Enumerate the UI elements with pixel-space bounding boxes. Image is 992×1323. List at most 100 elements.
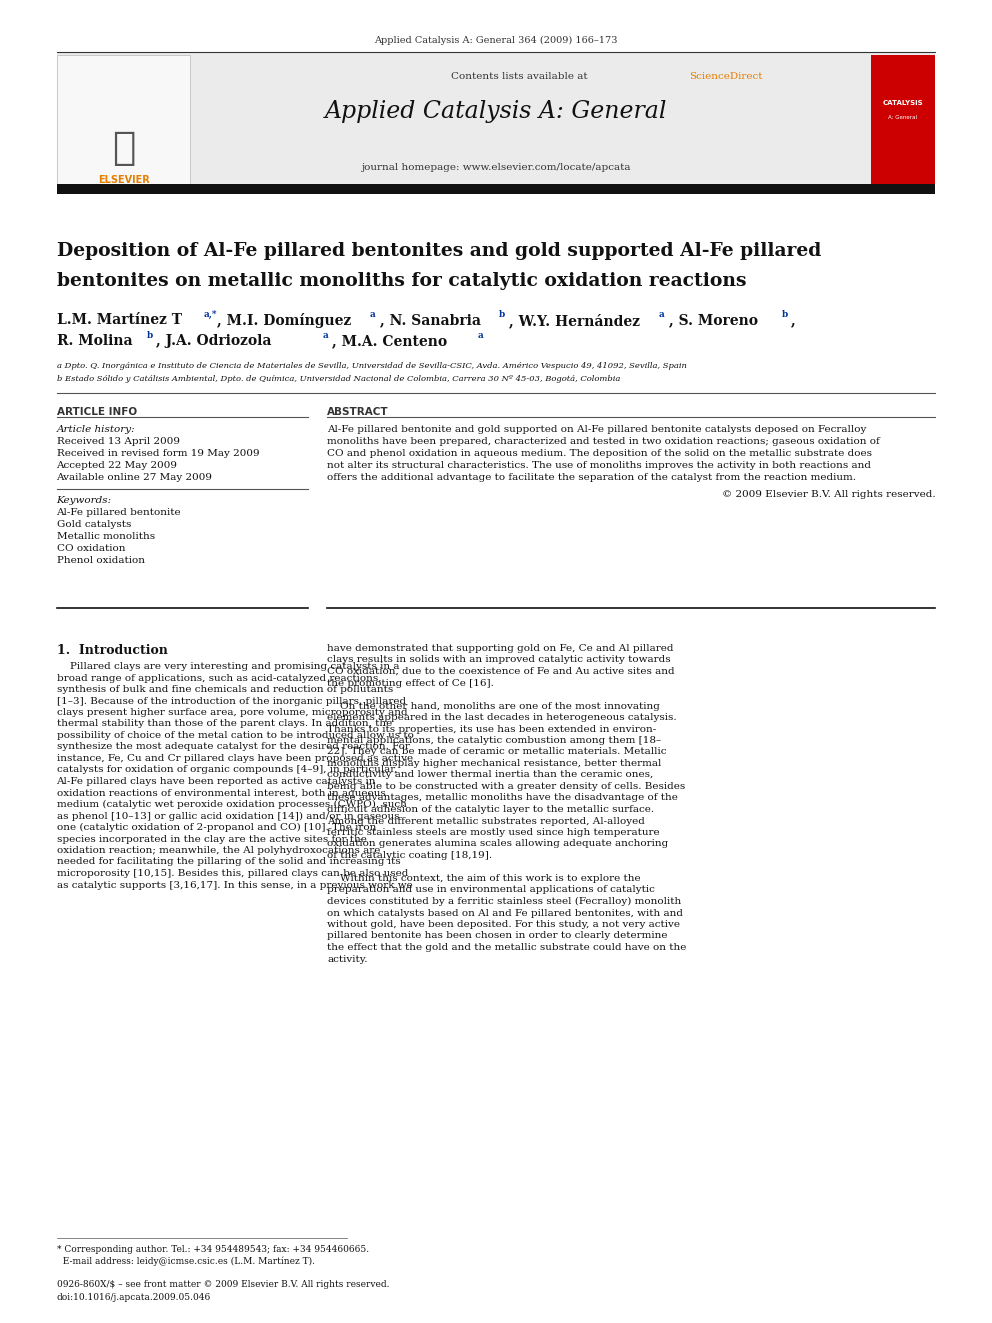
Text: b: b <box>499 310 505 319</box>
Text: oxidation reactions of environmental interest, both in aqueous: oxidation reactions of environmental int… <box>57 789 385 798</box>
Text: CO oxidation: CO oxidation <box>57 544 125 553</box>
Text: , W.Y. Hernández: , W.Y. Hernández <box>509 314 640 328</box>
Text: activity.: activity. <box>327 954 368 963</box>
Text: Available online 27 May 2009: Available online 27 May 2009 <box>57 474 212 482</box>
Text: ScienceDirect: ScienceDirect <box>689 71 763 81</box>
Text: of the catalytic coating [18,19].: of the catalytic coating [18,19]. <box>327 851 492 860</box>
Text: needed for facilitating the pillaring of the solid and increasing its: needed for facilitating the pillaring of… <box>57 857 400 867</box>
Text: Accepted 22 May 2009: Accepted 22 May 2009 <box>57 460 178 470</box>
Text: ☘: ☘ <box>112 130 136 167</box>
Text: the promoting effect of Ce [16].: the promoting effect of Ce [16]. <box>327 679 494 688</box>
Text: pillared bentonite has been chosen in order to clearly determine: pillared bentonite has been chosen in or… <box>327 931 668 941</box>
Text: possibility of choice of the metal cation to be introduced allow us to: possibility of choice of the metal catio… <box>57 732 414 740</box>
Text: CO oxidation, due to the coexistence of Fe and Au active sites and: CO oxidation, due to the coexistence of … <box>327 667 675 676</box>
Text: thermal stability than those of the parent clays. In addition, the: thermal stability than those of the pare… <box>57 720 392 729</box>
Text: , N. Sanabria: , N. Sanabria <box>380 314 481 327</box>
Text: * Corresponding author. Tel.: +34 954489543; fax: +34 954460665.: * Corresponding author. Tel.: +34 954489… <box>57 1245 369 1254</box>
Text: without gold, have been deposited. For this study, a not very active: without gold, have been deposited. For t… <box>327 919 681 929</box>
Text: broad range of applications, such as acid-catalyzed reactions,: broad range of applications, such as aci… <box>57 673 381 683</box>
Text: on which catalysts based on Al and Fe pillared bentonites, with and: on which catalysts based on Al and Fe pi… <box>327 909 683 917</box>
Text: , J.A. Odriozola: , J.A. Odriozola <box>156 333 271 348</box>
Text: Al-Fe pillared clays have been reported as active catalysts in: Al-Fe pillared clays have been reported … <box>57 777 376 786</box>
Text: Received in revised form 19 May 2009: Received in revised form 19 May 2009 <box>57 448 259 458</box>
Text: oxidation reaction; meanwhile, the Al polyhydroxocations are: oxidation reaction; meanwhile, the Al po… <box>57 845 380 855</box>
Text: these advantages, metallic monoliths have the disadvantage of the: these advantages, metallic monoliths hav… <box>327 794 679 803</box>
Text: a: a <box>659 310 665 319</box>
Text: a: a <box>322 331 328 340</box>
Text: CO and phenol oxidation in aqueous medium. The deposition of the solid on the me: CO and phenol oxidation in aqueous mediu… <box>327 448 872 458</box>
Text: elements appeared in the last decades in heterogeneous catalysis.: elements appeared in the last decades in… <box>327 713 677 722</box>
Text: Phenol oxidation: Phenol oxidation <box>57 556 145 565</box>
Text: 1.  Introduction: 1. Introduction <box>57 644 168 658</box>
Text: monoliths display higher mechanical resistance, better thermal: monoliths display higher mechanical resi… <box>327 759 662 767</box>
Text: b: b <box>147 331 153 340</box>
Text: Among the different metallic substrates reported, Al-alloyed: Among the different metallic substrates … <box>327 816 645 826</box>
Text: 0926-860X/$ – see front matter © 2009 Elsevier B.V. All rights reserved.: 0926-860X/$ – see front matter © 2009 El… <box>57 1279 389 1289</box>
Text: doi:10.1016/j.apcata.2009.05.046: doi:10.1016/j.apcata.2009.05.046 <box>57 1293 210 1302</box>
Text: Received 13 April 2009: Received 13 April 2009 <box>57 437 180 446</box>
Text: Deposition of Al-Fe pillared bentonites and gold supported Al-Fe pillared: Deposition of Al-Fe pillared bentonites … <box>57 242 821 261</box>
Text: , S. Moreno: , S. Moreno <box>669 314 758 327</box>
Text: Gold catalysts: Gold catalysts <box>57 520 131 529</box>
Text: A: General: A: General <box>888 115 918 120</box>
Text: microporosity [10,15]. Besides this, pillared clays can be also used: microporosity [10,15]. Besides this, pil… <box>57 869 408 878</box>
Text: oxidation generates alumina scales allowing adequate anchoring: oxidation generates alumina scales allow… <box>327 840 669 848</box>
Text: On the other hand, monoliths are one of the most innovating: On the other hand, monoliths are one of … <box>327 701 661 710</box>
Text: devices constituted by a ferritic stainless steel (Fecralloy) monolith: devices constituted by a ferritic stainl… <box>327 897 682 906</box>
Text: a,*: a,* <box>203 310 217 319</box>
Text: CATALYSIS: CATALYSIS <box>883 101 923 106</box>
Text: offers the additional advantage to facilitate the separation of the catalyst fro: offers the additional advantage to facil… <box>327 474 856 482</box>
Text: Al-Fe pillared bentonite: Al-Fe pillared bentonite <box>57 508 182 517</box>
Text: , M.I. Domínguez: , M.I. Domínguez <box>217 314 351 328</box>
Text: [1–3]. Because of the introduction of the inorganic pillars, pillared: [1–3]. Because of the introduction of th… <box>57 696 406 705</box>
Text: Applied Catalysis A: General: Applied Catalysis A: General <box>324 101 668 123</box>
Text: clays present higher surface area, pore volume, microporosity and: clays present higher surface area, pore … <box>57 708 407 717</box>
Text: 22]. They can be made of ceramic or metallic materials. Metallic: 22]. They can be made of ceramic or meta… <box>327 747 667 757</box>
Text: ABSTRACT: ABSTRACT <box>327 407 389 417</box>
Text: species incorporated in the clay are the active sites for the: species incorporated in the clay are the… <box>57 835 366 844</box>
Text: preparation and use in environmental applications of catalytic: preparation and use in environmental app… <box>327 885 656 894</box>
Text: instance, Fe, Cu and Cr pillared clays have been proposed as active: instance, Fe, Cu and Cr pillared clays h… <box>57 754 413 763</box>
Text: Applied Catalysis A: General 364 (2009) 166–173: Applied Catalysis A: General 364 (2009) … <box>374 36 618 45</box>
Text: synthesis of bulk and fine chemicals and reduction of pollutants: synthesis of bulk and fine chemicals and… <box>57 685 393 695</box>
Text: L.M. Martínez T: L.M. Martínez T <box>57 314 182 327</box>
Text: conductivity and lower thermal inertia than the ceramic ones,: conductivity and lower thermal inertia t… <box>327 770 654 779</box>
Text: ELSEVIER: ELSEVIER <box>98 175 150 185</box>
Text: a: a <box>370 310 376 319</box>
Text: Thanks to its properties, its use has been extended in environ-: Thanks to its properties, its use has be… <box>327 725 657 733</box>
Text: ferritic stainless steels are mostly used since high temperature: ferritic stainless steels are mostly use… <box>327 828 660 837</box>
Text: Metallic monoliths: Metallic monoliths <box>57 532 155 541</box>
Text: Article history:: Article history: <box>57 425 135 434</box>
Text: Keywords:: Keywords: <box>57 496 112 505</box>
Text: catalysts for oxidation of organic compounds [4–9], in particular,: catalysts for oxidation of organic compo… <box>57 766 397 774</box>
Text: , M.A. Centeno: , M.A. Centeno <box>332 333 447 348</box>
Text: difficult adhesion of the catalytic layer to the metallic surface.: difficult adhesion of the catalytic laye… <box>327 804 655 814</box>
Text: bentonites on metallic monoliths for catalytic oxidation reactions: bentonites on metallic monoliths for cat… <box>57 273 746 290</box>
Text: as phenol [10–13] or gallic acid oxidation [14]) and/or in gaseous: as phenol [10–13] or gallic acid oxidati… <box>57 811 399 820</box>
Text: synthesize the most adequate catalyst for the desired reaction. For: synthesize the most adequate catalyst fo… <box>57 742 410 751</box>
Text: not alter its structural characteristics. The use of monoliths improves the acti: not alter its structural characteristics… <box>327 460 871 470</box>
Bar <box>57 56 190 192</box>
Text: a: a <box>477 331 483 340</box>
Text: © 2009 Elsevier B.V. All rights reserved.: © 2009 Elsevier B.V. All rights reserved… <box>722 490 935 499</box>
Text: ,: , <box>791 314 796 327</box>
Text: as catalytic supports [3,16,17]. In this sense, in a previous work we: as catalytic supports [3,16,17]. In this… <box>57 881 413 889</box>
Text: have demonstrated that supporting gold on Fe, Ce and Al pillared: have demonstrated that supporting gold o… <box>327 644 674 654</box>
Text: b Estado Sólido y Catálisis Ambiental, Dpto. de Química, Universidad Nacional de: b Estado Sólido y Catálisis Ambiental, D… <box>57 374 620 382</box>
Text: Contents lists available at: Contents lists available at <box>451 71 591 81</box>
Text: Within this context, the aim of this work is to explore the: Within this context, the aim of this wor… <box>327 875 641 882</box>
Text: monoliths have been prepared, characterized and tested in two oxidation reaction: monoliths have been prepared, characteri… <box>327 437 880 446</box>
Text: b: b <box>782 310 788 319</box>
Text: journal homepage: www.elsevier.com/locate/apcata: journal homepage: www.elsevier.com/locat… <box>361 163 631 172</box>
Text: the effect that the gold and the metallic substrate could have on the: the effect that the gold and the metalli… <box>327 943 686 953</box>
Text: medium (catalytic wet peroxide oxidation processes (CWPO), such: medium (catalytic wet peroxide oxidation… <box>57 800 407 810</box>
Text: ARTICLE INFO: ARTICLE INFO <box>57 407 137 417</box>
Text: R. Molina: R. Molina <box>57 333 132 348</box>
Text: clays results in solids with an improved catalytic activity towards: clays results in solids with an improved… <box>327 655 671 664</box>
Text: mental applications, the catalytic combustion among them [18–: mental applications, the catalytic combu… <box>327 736 662 745</box>
Text: E-mail address: leidy@icmse.csic.es (L.M. Martínez T).: E-mail address: leidy@icmse.csic.es (L.M… <box>57 1257 314 1266</box>
Text: a Dpto. Q. Inorgánica e Instituto de Ciencia de Materiales de Sevilla, Universid: a Dpto. Q. Inorgánica e Instituto de Cie… <box>57 363 686 370</box>
Text: Pillared clays are very interesting and promising catalysts in a: Pillared clays are very interesting and … <box>57 662 399 671</box>
Bar <box>871 56 935 192</box>
Bar <box>57 184 935 194</box>
